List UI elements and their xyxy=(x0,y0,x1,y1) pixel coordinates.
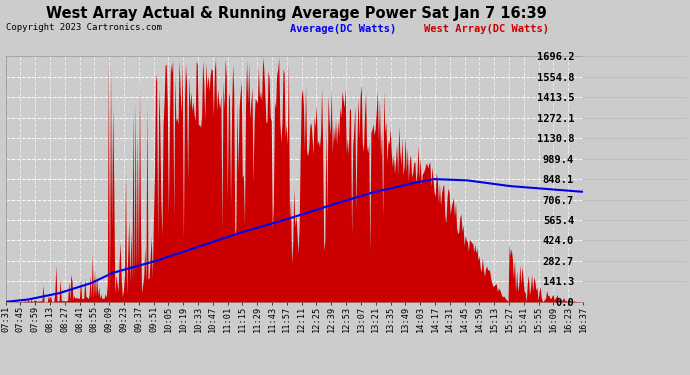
Text: West Array(DC Watts): West Array(DC Watts) xyxy=(424,24,549,34)
Text: Copyright 2023 Cartronics.com: Copyright 2023 Cartronics.com xyxy=(6,22,161,32)
Text: West Array Actual & Running Average Power Sat Jan 7 16:39: West Array Actual & Running Average Powe… xyxy=(46,6,547,21)
Text: Average(DC Watts): Average(DC Watts) xyxy=(290,24,396,34)
